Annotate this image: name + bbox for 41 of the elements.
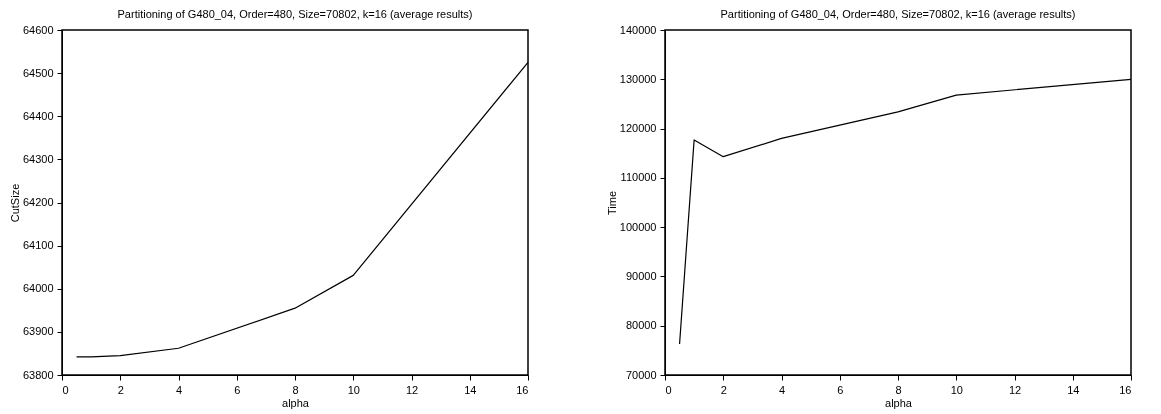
x-tick-label: 6 — [234, 383, 241, 396]
y-tick-label: 70000 — [625, 368, 657, 381]
y-axis-title: CutSize — [8, 183, 21, 223]
x-tick-label: 8 — [292, 383, 299, 396]
x-tick-label: 2 — [117, 383, 124, 396]
y-tick-label: 64000 — [22, 282, 54, 295]
y-tick-label: 63800 — [22, 368, 54, 381]
chart-title: Partitioning of G480_04, Order=480, Size=70802, k=16 (average results) — [117, 8, 473, 20]
x-axis-title: alpha — [885, 396, 913, 409]
y-tick-label: 100000 — [619, 220, 657, 233]
y-tick-label: 64100 — [22, 239, 54, 252]
x-tick-label: 16 — [516, 383, 529, 396]
y-tick-label: 64600 — [22, 23, 54, 36]
x-tick-label: 10 — [347, 383, 360, 396]
y-tick-label: 80000 — [625, 319, 657, 332]
y-tick-label: 90000 — [625, 269, 657, 282]
x-tick-label: 2 — [720, 383, 727, 396]
x-tick-label: 14 — [1067, 383, 1080, 396]
y-tick-label: 64400 — [22, 109, 54, 122]
y-tick-label: 130000 — [619, 72, 657, 85]
x-tick-label: 0 — [665, 383, 672, 396]
x-tick-label: 6 — [837, 383, 844, 396]
x-tick-label: 12 — [405, 383, 419, 396]
y-axis-title: Time — [605, 190, 618, 216]
chart-title: Partitioning of G480_04, Order=480, Size=70802, k=16 (average results) — [720, 8, 1076, 20]
y-tick-label: 110000 — [620, 171, 657, 184]
y-tick-label: 140000 — [619, 23, 657, 36]
y-tick-label: 63900 — [22, 325, 54, 338]
x-tick-label: 8 — [895, 383, 902, 396]
x-tick-label: 10 — [950, 383, 963, 396]
x-axis-title: alpha — [282, 396, 310, 409]
x-tick-label: 14 — [464, 383, 477, 396]
x-tick-label: 4 — [175, 383, 183, 396]
y-tick-label: 64500 — [22, 66, 54, 79]
y-tick-label: 120000 — [619, 122, 657, 135]
y-tick-label: 64200 — [22, 196, 54, 208]
x-tick-label: 4 — [778, 383, 786, 396]
x-tick-label: 0 — [62, 383, 69, 396]
x-tick-label: 12 — [1008, 383, 1022, 396]
y-tick-label: 64300 — [22, 152, 54, 165]
x-tick-label: 16 — [1119, 383, 1132, 396]
